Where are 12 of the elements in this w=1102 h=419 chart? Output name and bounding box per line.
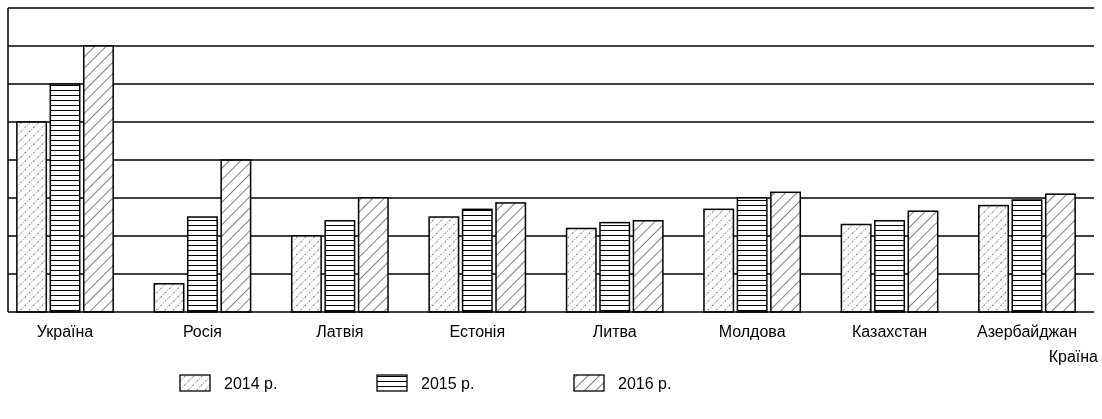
x-tick-label: Україна [36,323,94,340]
x-tick-label: Азербайджан [976,323,1077,340]
x-tick-label: Казахстан [852,323,928,340]
x-tick-label: Естонія [449,323,506,340]
x-axis-title: Країна [1048,348,1099,365]
x-tick-label: Латвія [316,323,364,340]
x-tick-label: Литва [592,323,637,340]
legend-label: 2015 р. [421,375,475,392]
x-tick-label: Молдова [718,323,786,340]
legend-label: 2016 р. [618,375,672,392]
x-tick-label: Росія [182,323,222,340]
legend-label: 2014 р. [224,375,278,392]
